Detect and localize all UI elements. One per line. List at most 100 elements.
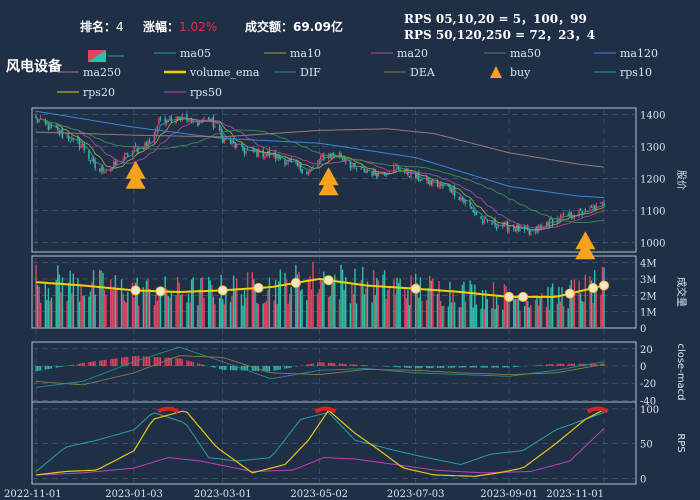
dea-line — [35, 355, 605, 386]
candle — [460, 195, 462, 202]
candle-body — [236, 144, 238, 147]
volume-bar — [464, 301, 467, 328]
candle-body — [231, 141, 233, 144]
volume-bar — [523, 305, 526, 328]
candle-body — [323, 154, 325, 160]
candle-body — [495, 227, 498, 229]
candle-body — [47, 125, 50, 130]
candle-body — [208, 116, 210, 120]
volume-bar — [471, 284, 473, 328]
volume-bar — [100, 270, 103, 328]
candle-body — [318, 159, 320, 164]
volume-bar — [393, 279, 395, 328]
volume-bar — [142, 287, 145, 328]
rps-summary-line-1: RPS 05,10,20 = 5，100，99 — [404, 12, 587, 26]
volume-bar — [593, 270, 596, 328]
volume-bar — [295, 264, 297, 328]
volume-bar — [573, 279, 576, 328]
volume-bar — [469, 280, 471, 328]
candle-body — [222, 135, 224, 143]
candle-body — [301, 168, 303, 174]
macd-tick-label: 0 — [640, 362, 646, 373]
candle-body — [256, 150, 258, 157]
volume-bar — [231, 296, 233, 328]
ma20-line — [35, 117, 605, 229]
volume-frame — [31, 255, 637, 329]
candle — [592, 203, 594, 210]
rps-axis-title: RPS — [675, 433, 686, 452]
volume-bar — [427, 287, 429, 328]
candle-body — [362, 166, 364, 168]
volume-bar — [153, 304, 155, 328]
volume-bar — [69, 270, 71, 328]
volume-bar — [310, 289, 313, 328]
volume-bar — [562, 305, 565, 328]
candle — [578, 208, 580, 218]
candle-body — [99, 168, 101, 171]
candle — [483, 215, 485, 225]
volume-bar — [155, 294, 157, 328]
candle — [495, 223, 498, 232]
candle — [36, 117, 39, 124]
rps-tick-label: 100 — [640, 405, 659, 416]
legend-label-ma50: ma50 — [510, 47, 541, 60]
candle-body — [573, 216, 576, 218]
volume-bar — [480, 308, 482, 328]
volume-bar — [105, 295, 107, 328]
candle — [242, 143, 244, 152]
price-tick-label: 1300 — [640, 142, 665, 153]
candle-body — [572, 217, 574, 219]
candle — [600, 201, 602, 205]
candle — [450, 188, 453, 194]
volume-bar — [123, 300, 126, 328]
price-tick-label: 1100 — [640, 206, 665, 217]
candle-body — [590, 206, 593, 208]
volume-tick-label: 2M — [640, 291, 657, 302]
candle-body — [288, 159, 291, 161]
volume-bar — [253, 279, 255, 328]
buy-triangle-icon — [490, 66, 502, 78]
buy-signal-icon — [125, 160, 146, 189]
candle-body — [450, 188, 453, 193]
candle-body — [492, 220, 495, 224]
legend-label-volume-ema: volume_ema — [189, 66, 260, 79]
candle — [131, 150, 134, 157]
volume-bar — [362, 266, 364, 328]
volume-bar — [222, 299, 224, 328]
candle-body — [234, 142, 236, 148]
volume-bar — [88, 296, 90, 328]
candle-body — [592, 206, 594, 208]
candle-body — [377, 172, 380, 177]
volume-bar — [320, 279, 322, 328]
candle-body — [481, 220, 484, 224]
volume-bar — [147, 278, 149, 328]
volume-bar — [505, 286, 507, 328]
volume-bar — [223, 304, 226, 328]
x-tick-label: 2023-05-02 — [290, 489, 348, 500]
candle-body — [197, 121, 199, 127]
volume-bar — [91, 281, 93, 328]
candle-body — [251, 148, 254, 152]
volume-bar — [220, 274, 222, 328]
candle-body — [355, 167, 358, 169]
volume-bar — [274, 279, 277, 328]
volume-bar — [383, 270, 386, 328]
volume-bar — [156, 301, 159, 328]
volume-bar — [561, 287, 563, 328]
candle — [545, 221, 548, 229]
legend-label-buy: buy — [510, 66, 531, 79]
volume-bar — [486, 299, 488, 328]
candle-body — [123, 153, 126, 160]
volume-highlight-marker — [217, 285, 228, 296]
candle-body — [225, 138, 227, 140]
macd-axis-title: close-macd — [675, 343, 686, 400]
candle — [186, 111, 188, 124]
candle-body — [497, 225, 499, 228]
candle — [284, 156, 286, 168]
candle-body — [102, 166, 104, 173]
candle-body — [125, 152, 127, 154]
candle — [72, 137, 75, 143]
candle-body — [245, 150, 247, 154]
volume-bar — [404, 288, 406, 328]
